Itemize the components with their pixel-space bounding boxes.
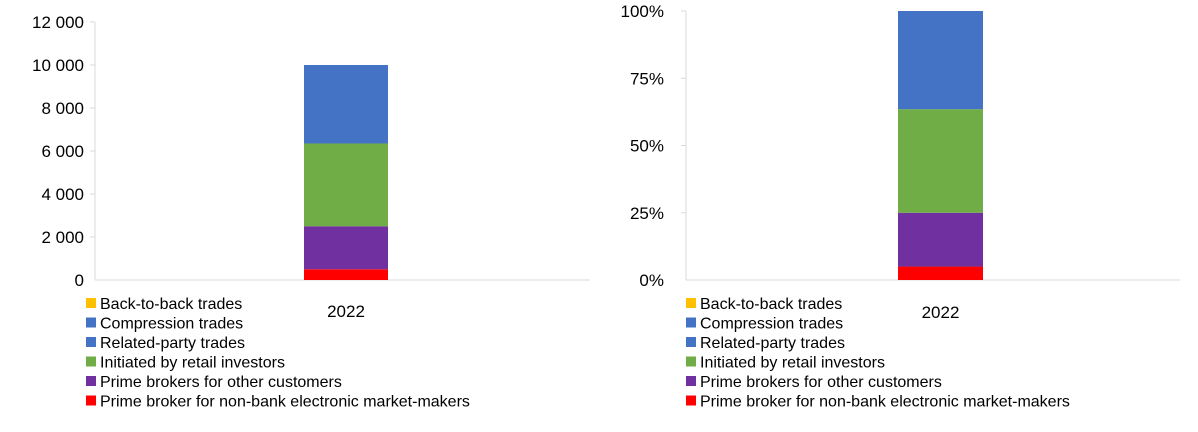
legend-swatch [686,356,696,367]
legend-swatch [86,337,96,347]
y-tick-label: 2 000 [41,228,84,247]
legend-label: Compression trades [700,316,843,333]
legend-label: Initiated by retail investors [700,355,885,372]
legend-swatch [686,376,696,386]
legend-label: Prime brokers for other customers [700,374,942,391]
bar-segment [304,143,388,227]
bar-segment [304,269,388,280]
legend-label: Compression trades [100,316,243,333]
y-tick-label: 75% [630,69,664,88]
bar-segment [898,266,983,280]
legend-swatch [86,356,96,367]
legend: Back-to-back trades Compression trades Rel… [686,296,1070,411]
y-tick-label: 8 000 [41,99,84,118]
y-tick-label: 0% [639,271,664,290]
bar-segment [898,212,983,267]
bar-segment [304,226,388,270]
y-tick-label: 6 000 [41,142,84,161]
legend-label: Prime broker for non-bank electronic mar… [100,394,470,411]
y-tick-label: 4 000 [41,185,84,204]
legend: Back-to-back trades Compression trades Rel… [86,296,470,411]
legend-swatch [686,298,696,308]
legend-swatch [86,298,96,308]
chart-right: 0% 25% 50% 75% 100% 2022 Back-to-back trades Co… [621,2,1180,411]
legend-label: Related-party trades [700,335,845,352]
legend-label: Prime brokers for other customers [100,374,342,391]
legend-label: Back-to-back trades [700,296,842,313]
legend-label: Back-to-back trades [100,296,242,313]
legend-swatch [86,376,96,386]
y-tick-label: 10 000 [32,56,84,75]
bar-segment [898,109,983,213]
y-tick-label: 0 [75,271,84,290]
y-tick-label: 100% [621,2,664,21]
legend-label: Prime broker for non-bank electronic mar… [700,394,1070,411]
legend-swatch [686,395,696,406]
y-tick-label: 12 000 [32,13,84,32]
legend-swatch [86,317,96,328]
y-tick-label: 50% [630,137,664,156]
bar-segment [898,11,983,110]
legend-swatch [686,337,696,347]
x-category-label: 2022 [922,303,960,322]
bar-segment [304,65,388,144]
legend-swatch [86,395,96,406]
legend-swatch [686,317,696,328]
legend-label: Related-party trades [100,335,245,352]
legend-label: Initiated by retail investors [100,355,285,372]
y-tick-label: 25% [630,204,664,223]
x-category-label: 2022 [327,302,365,321]
